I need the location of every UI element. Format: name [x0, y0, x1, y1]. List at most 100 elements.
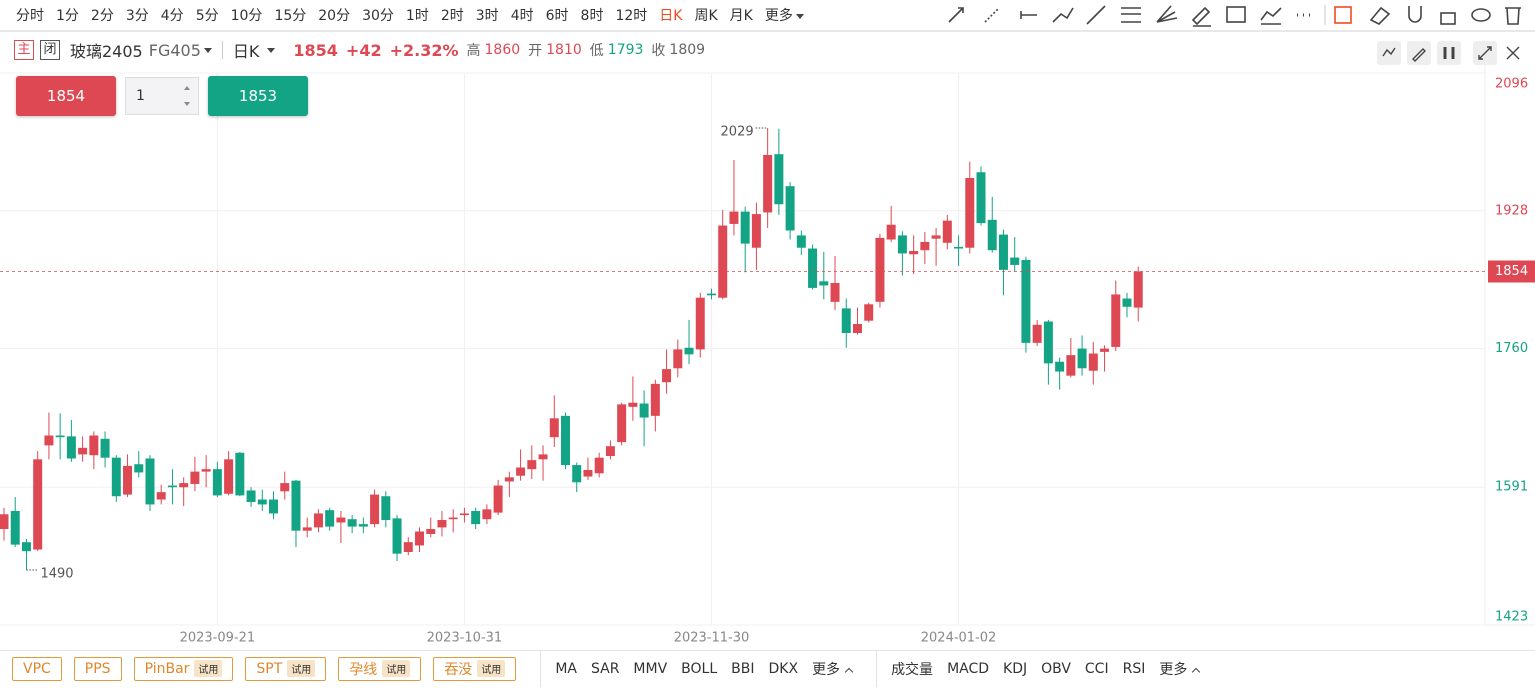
- indicator-tab[interactable]: KDJ: [1003, 660, 1028, 677]
- icon[interactable]: [1121, 7, 1141, 23]
- instrument-code[interactable]: FG405: [148, 40, 201, 60]
- icon[interactable]: [984, 7, 1000, 23]
- indicator-tab[interactable]: DKX: [768, 660, 799, 677]
- timeframe-tab[interactable]: 8时: [580, 8, 604, 24]
- timeframe-tab[interactable]: 5分: [195, 8, 219, 24]
- candle-body: [415, 531, 425, 546]
- indicator-tab[interactable]: MA: [555, 660, 577, 677]
- timeframe-tab[interactable]: 20分: [318, 8, 351, 24]
- timeframe-tab[interactable]: 2分: [90, 8, 114, 24]
- timeframe-tab[interactable]: 15分: [274, 8, 307, 24]
- timeframe-tab[interactable]: 3时: [475, 8, 499, 24]
- indicator-tab[interactable]: 成交量: [891, 661, 934, 678]
- icon[interactable]: [1369, 6, 1391, 25]
- icon[interactable]: [1226, 6, 1246, 23]
- toolbar: 分时 1分 2分 3分 4分 5分 10分 15分 20分 30分 1时 2时 3时 4时 6时 8时 12时日…: [0, 0, 1535, 32]
- timeframe-tab[interactable]: 30分: [362, 8, 394, 24]
- candle-body: [111, 457, 121, 497]
- icon[interactable]: [1408, 6, 1422, 23]
- timeframe-tab[interactable]: 周K: [694, 8, 718, 24]
- candle-body: [774, 154, 784, 205]
- indicator-tab[interactable]: CCI: [1084, 660, 1109, 677]
- timeframe-tab[interactable]: 更多: [759, 5, 810, 25]
- icon[interactable]: [1505, 7, 1521, 25]
- icon[interactable]: [1052, 7, 1074, 23]
- icon[interactable]: [1334, 6, 1352, 24]
- mode-badge[interactable]: 主: [14, 40, 34, 60]
- candle-body: [459, 513, 469, 516]
- timeframe-tab[interactable]: 1分: [56, 8, 79, 24]
- pattern-tag[interactable]: VPC: [12, 656, 62, 681]
- max-label: 2029: [721, 124, 754, 139]
- timeframe-tab[interactable]: 2时: [440, 8, 464, 24]
- candle-body: [33, 459, 43, 550]
- sell-button[interactable]: 1853: [208, 76, 308, 116]
- pattern-tag[interactable]: SPT 试用: [245, 656, 327, 681]
- pattern-tag[interactable]: PinBar 试用: [133, 656, 234, 681]
- timeframe-tab[interactable]: 3分: [125, 8, 149, 24]
- icon[interactable]: [948, 7, 964, 23]
- quantity-input[interactable]: 1: [125, 77, 199, 115]
- candle-body: [313, 513, 323, 528]
- candle-body: [527, 460, 537, 470]
- timeframe-tab[interactable]: 月K: [729, 8, 753, 24]
- button[interactable]: [1437, 41, 1461, 65]
- caret: [795, 13, 804, 19]
- candle-body: [325, 510, 335, 527]
- indicator-tab[interactable]: 更多: [1157, 659, 1201, 679]
- indicator-tab[interactable]: 更多: [810, 659, 854, 679]
- candle-body: [167, 485, 177, 488]
- instrument-name[interactable]: 玻璃2405: [70, 42, 143, 61]
- indicator-tab[interactable]: BOLL: [681, 660, 718, 677]
- buy-button[interactable]: 1854: [16, 76, 116, 116]
- indicator-tab[interactable]: MMV: [633, 660, 668, 677]
- timeframe-tab[interactable]: 日K: [659, 8, 683, 24]
- icon[interactable]: [1440, 12, 1456, 25]
- pattern-tag[interactable]: 吞没 试用: [433, 656, 517, 681]
- trial-badge: 试用: [287, 660, 316, 677]
- timeframe-tab[interactable]: 1时: [405, 8, 429, 24]
- quote-label: 开: [528, 43, 543, 59]
- indicator-tab[interactable]: MACD: [947, 660, 990, 677]
- timeframe-tab[interactable]: 分时: [16, 8, 44, 24]
- indicator-tab[interactable]: SAR: [590, 660, 620, 677]
- icon[interactable]: [1156, 5, 1178, 23]
- icon: [1443, 47, 1455, 59]
- x-tick-label: 2023-11-30: [674, 631, 750, 646]
- candle-body: [504, 477, 514, 482]
- period[interactable]: 日K: [232, 42, 260, 61]
- candle-body: [190, 471, 200, 484]
- timeframe-tab[interactable]: 10分: [230, 8, 263, 24]
- candle-body: [370, 494, 380, 525]
- pattern-tag[interactable]: PPS: [73, 656, 122, 681]
- icon[interactable]: [1471, 8, 1491, 22]
- timeframe-tab[interactable]: 4分: [160, 8, 184, 24]
- instrument-header: 主闭玻璃2405 FG405 日K 1854 +42 +2.32% 高 1860 开 1810 低 1…: [0, 34, 1535, 66]
- candle-body: [1010, 257, 1020, 265]
- pattern-tag[interactable]: 孕线 试用: [338, 656, 422, 681]
- icon[interactable]: [1086, 5, 1106, 25]
- trial-badge: 试用: [382, 660, 411, 677]
- candle-body: [1066, 355, 1076, 376]
- candle-body: [1088, 353, 1098, 371]
- caret: [267, 47, 276, 53]
- separator: [540, 650, 542, 687]
- timeframe-tab[interactable]: 6时: [545, 8, 569, 24]
- chevron: [1192, 667, 1201, 676]
- indicator-tab[interactable]: OBV: [1041, 660, 1071, 677]
- candle-body: [819, 281, 829, 286]
- indicator-tab[interactable]: BBI: [731, 660, 755, 677]
- icon[interactable]: [1260, 7, 1282, 25]
- candle-body: [437, 520, 447, 528]
- icon[interactable]: [1191, 6, 1211, 27]
- close-button[interactable]: [1506, 46, 1520, 60]
- timeframe-tab[interactable]: 4时: [510, 8, 534, 24]
- candle-body: [684, 347, 694, 355]
- indicator-tab[interactable]: RSI: [1122, 660, 1146, 677]
- icon[interactable]: [1020, 11, 1037, 19]
- timeframe-tab[interactable]: 12时: [615, 8, 648, 24]
- quantity: 1: [136, 88, 145, 104]
- button[interactable]: [1377, 41, 1401, 65]
- candle-body: [482, 509, 492, 520]
